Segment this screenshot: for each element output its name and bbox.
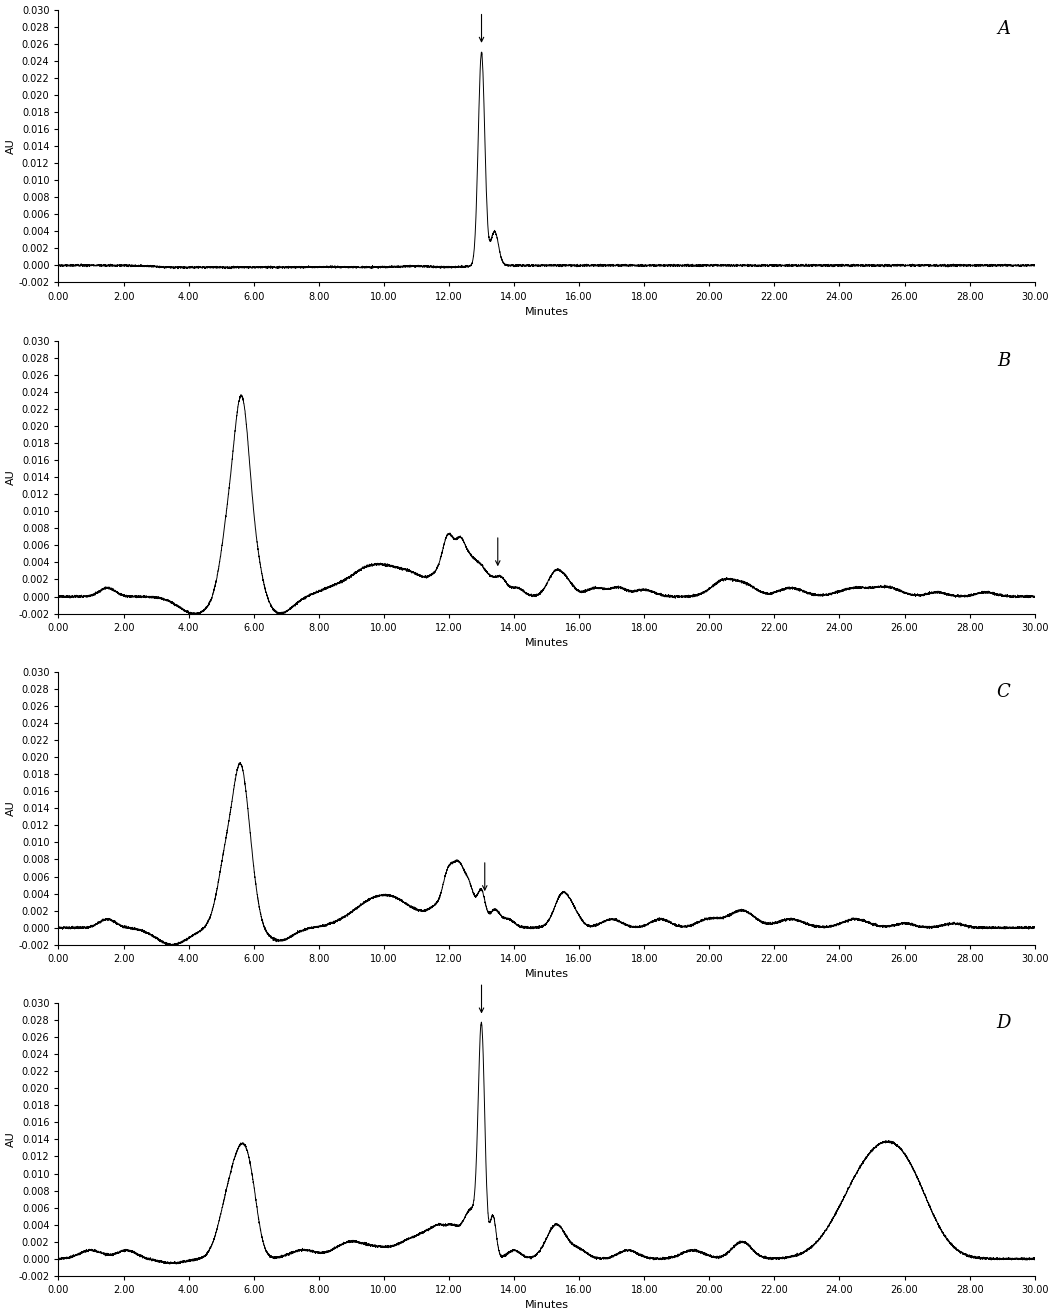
Text: D: D [996, 1013, 1011, 1032]
Y-axis label: AU: AU [5, 138, 16, 154]
Y-axis label: AU: AU [5, 800, 16, 816]
Text: A: A [997, 21, 1011, 38]
Y-axis label: AU: AU [5, 1132, 16, 1148]
X-axis label: Minutes: Minutes [525, 1300, 568, 1311]
X-axis label: Minutes: Minutes [525, 638, 568, 649]
Text: B: B [997, 351, 1011, 370]
X-axis label: Minutes: Minutes [525, 307, 568, 317]
Text: C: C [996, 683, 1011, 700]
Y-axis label: AU: AU [5, 470, 16, 486]
X-axis label: Minutes: Minutes [525, 970, 568, 979]
